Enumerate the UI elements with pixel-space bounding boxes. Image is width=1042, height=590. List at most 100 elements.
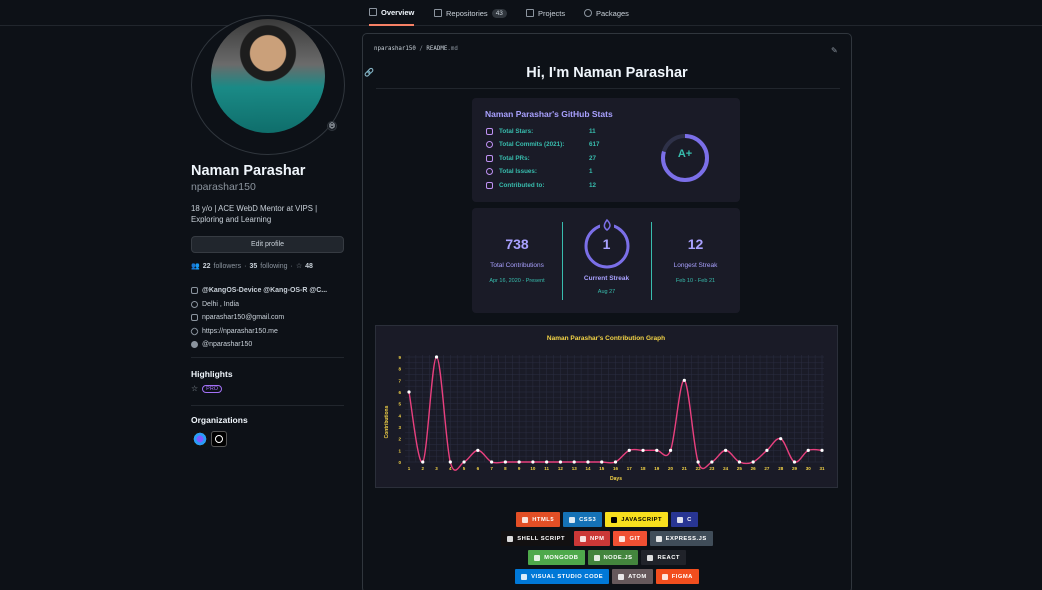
pro-highlight: ☆ PRO <box>191 384 223 393</box>
email-link[interactable]: nparashar150@gmail.com <box>202 314 285 322</box>
profile-tabs: Overview Repositories 43 Projects Packag… <box>0 0 1042 26</box>
twitter-link[interactable]: @nparashar150 <box>202 341 253 349</box>
x-tick-label: 31 <box>819 466 825 471</box>
website-link[interactable]: https://nparashar150.me <box>202 327 278 335</box>
stat-value: 11 <box>589 128 596 135</box>
badge-npm[interactable]: NPM <box>574 531 611 546</box>
stats-title: Naman Parashar's GitHub Stats <box>485 109 613 119</box>
following-label[interactable]: following <box>260 262 288 270</box>
x-tick-label: 20 <box>668 466 674 471</box>
badge-git[interactable]: GIT <box>613 531 647 546</box>
badge-logo-icon <box>580 535 587 542</box>
y-tick-label: 6 <box>398 390 401 395</box>
issue-icon <box>486 168 493 175</box>
y-tick-label: 1 <box>398 448 401 453</box>
badge-label: SHELL SCRIPT <box>517 535 566 542</box>
y-tick-label: 5 <box>398 402 401 407</box>
stat-row-prs: Total PRs: 27 <box>486 155 596 162</box>
data-point <box>448 460 452 464</box>
longest-streak-value: 12 <box>687 236 704 252</box>
data-point <box>655 448 659 452</box>
anchor-link-icon[interactable]: 🔗 <box>364 68 374 77</box>
y-tick-label: 3 <box>398 425 401 430</box>
stars-count[interactable]: 48 <box>305 262 313 270</box>
pro-badge[interactable]: PRO <box>202 384 223 393</box>
data-point <box>737 460 741 464</box>
badge-row: VISUAL STUDIO CODE ATOM FIGMA <box>362 569 852 584</box>
x-tick-label: 30 <box>806 466 812 471</box>
readme-path-user[interactable]: nparashar150 <box>374 46 416 52</box>
data-point <box>531 460 535 464</box>
y-tick-label: 9 <box>398 355 401 360</box>
edit-profile-button[interactable]: Edit profile <box>191 236 344 253</box>
tab-projects[interactable]: Projects <box>526 0 565 26</box>
tab-packages[interactable]: Packages <box>584 0 629 26</box>
followers-label[interactable]: followers <box>213 262 242 270</box>
x-tick-label: 26 <box>751 466 757 471</box>
x-tick-label: 4 <box>449 466 452 471</box>
stat-label: Contributed to: <box>499 182 545 189</box>
github-stats-card[interactable] <box>472 98 740 202</box>
graph-x-axis-label: Days <box>610 476 622 482</box>
stat-value: 12 <box>589 182 597 189</box>
stat-value: 27 <box>589 155 597 162</box>
repositories-count: 43 <box>491 8 507 18</box>
data-point <box>792 460 797 464</box>
org-avatar-kangos[interactable] <box>192 431 208 447</box>
badge-express-js[interactable]: EXPRESS.JS <box>649 531 713 546</box>
badge-react[interactable]: REACT <box>641 550 686 565</box>
tab-overview[interactable]: Overview <box>369 0 415 26</box>
badge-c[interactable]: C <box>671 512 698 527</box>
x-tick-label: 28 <box>778 466 784 471</box>
data-point <box>641 448 645 452</box>
status-emoji[interactable]: 😄 <box>327 121 337 131</box>
badge-visual-studio-code[interactable]: VISUAL STUDIO CODE <box>515 569 610 584</box>
x-tick-label: 10 <box>530 466 536 471</box>
following-count[interactable]: 35 <box>249 262 258 270</box>
separator-dot: · <box>244 262 247 270</box>
data-point <box>696 460 700 464</box>
readme-path: nparashar150 / README.md <box>374 46 458 52</box>
badge-label: EXPRESS.JS <box>665 535 707 542</box>
tab-repositories[interactable]: Repositories 43 <box>434 0 507 26</box>
x-tick-label: 16 <box>613 466 619 471</box>
badge-shell-script[interactable]: SHELL SCRIPT <box>501 531 572 546</box>
star-icon <box>486 128 493 135</box>
badge-node-js[interactable]: NODE.JS <box>587 550 639 565</box>
data-point <box>613 460 618 464</box>
followers-count[interactable]: 22 <box>202 262 211 270</box>
x-tick-label: 29 <box>792 466 798 471</box>
x-tick-label: 23 <box>709 466 715 471</box>
data-point <box>462 460 466 464</box>
total-contributions-range: Apr 16, 2020 - Present <box>489 278 545 284</box>
building-icon <box>191 287 198 295</box>
y-tick-label: 2 <box>398 437 401 442</box>
graph-points <box>407 355 824 464</box>
total-contributions-value: 738 <box>505 236 529 252</box>
org-avatar-kang-os-r[interactable] <box>211 431 227 447</box>
data-point <box>765 448 769 452</box>
company-text[interactable]: @KangOS-Device @Kang-OS-R @C... <box>202 287 328 295</box>
repo-icon <box>486 182 493 189</box>
edit-readme-pencil-icon[interactable]: ✎ <box>831 46 838 55</box>
badge-figma[interactable]: FIGMA <box>655 569 699 584</box>
sidebar-divider <box>191 405 344 406</box>
badge-css3[interactable]: CSS3 <box>563 512 603 527</box>
data-point <box>572 460 576 464</box>
data-point <box>820 448 824 452</box>
current-streak-ring <box>584 218 630 269</box>
location-text: Delhi , India <box>202 300 239 308</box>
contribution-graph-card[interactable]: Naman Parashar's Contribution Graph Cont… <box>375 325 838 488</box>
badge-mongodb[interactable]: MONGODB <box>528 550 585 565</box>
avatar[interactable] <box>211 19 325 133</box>
badge-atom[interactable]: ATOM <box>612 569 653 584</box>
data-point <box>806 448 810 452</box>
x-tick-label: 5 <box>463 466 466 471</box>
x-tick-label: 24 <box>723 466 729 471</box>
badge-javascript[interactable]: JAVASCRIPT <box>605 512 669 527</box>
badge-logo-icon <box>647 554 654 561</box>
stat-row-issues: Total Issues: 1 <box>486 168 593 175</box>
profile-details: @KangOS-Device @Kang-OS-R @C... Delhi , … <box>189 284 328 352</box>
badge-html5[interactable]: HTML5 <box>516 512 561 527</box>
project-icon <box>526 9 534 17</box>
